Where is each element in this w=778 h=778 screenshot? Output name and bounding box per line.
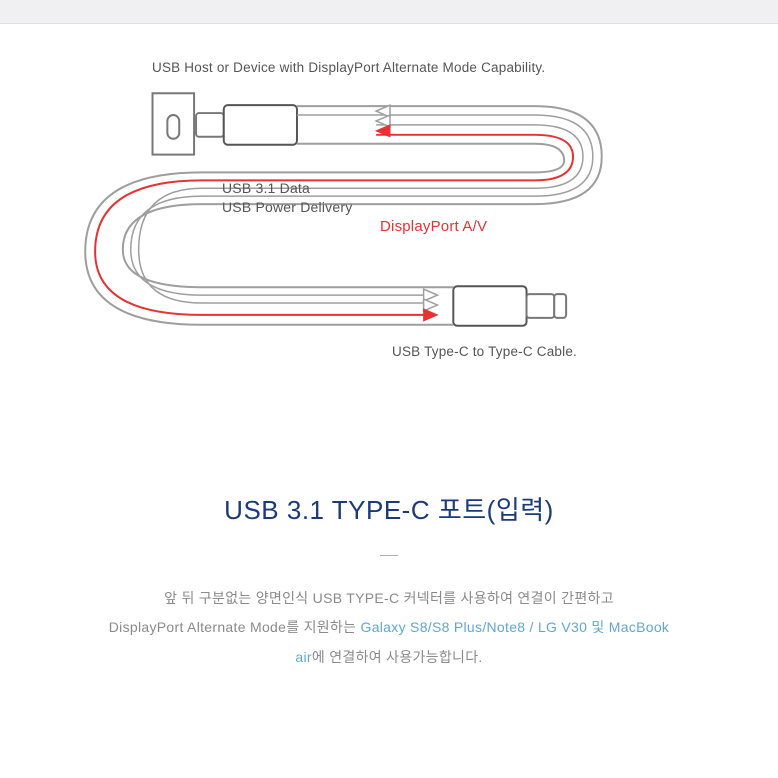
cable-label: USB Type-C to Type-C Cable. (392, 344, 577, 359)
top-connector (196, 105, 297, 145)
desc-post: 에 연결하여 사용가능합니다. (312, 649, 483, 665)
arrows-top (376, 105, 390, 137)
page-title: USB 3.1 TYPE-C 포트(입력) (40, 490, 738, 527)
title-section: USB 3.1 TYPE-C 포트(입력) 앞 뒤 구분없는 양면인식 USB … (0, 490, 778, 672)
host-label: USB Host or Device with DisplayPort Alte… (152, 60, 545, 75)
description-text: 앞 뒤 구분없는 양면인식 USB TYPE-C 커넥터를 사용하여 연결이 간… (40, 584, 738, 672)
power-line (139, 125, 583, 303)
desc-line1: 앞 뒤 구분없는 양면인식 USB TYPE-C 커넥터를 사용하여 연결이 간… (164, 590, 614, 606)
host-device (153, 93, 195, 154)
power-label: USB Power Delivery (222, 199, 352, 215)
data-label: USB 3.1 Data (222, 180, 310, 196)
top-bar (0, 0, 778, 24)
title-divider (380, 555, 398, 556)
bottom-connector (453, 286, 566, 326)
desc-pre2: DisplayPort Alternate Mode를 지원하는 (109, 619, 361, 635)
arrows-bottom (424, 289, 438, 321)
dp-av-label: DisplayPort A/V (380, 218, 487, 235)
diagram-svg (0, 24, 778, 400)
cable-diagram: USB Host or Device with DisplayPort Alte… (0, 24, 778, 400)
